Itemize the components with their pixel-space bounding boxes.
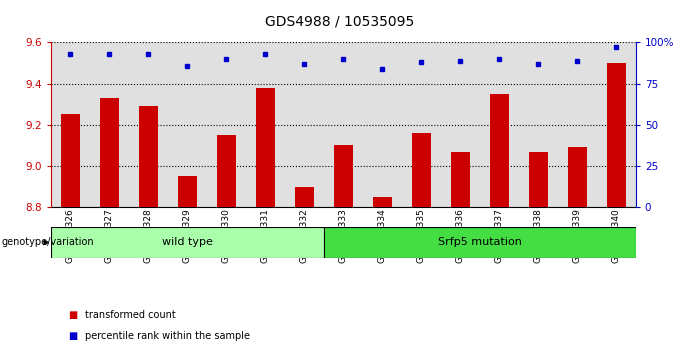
Bar [61, 114, 80, 207]
Text: GDS4988 / 10535095: GDS4988 / 10535095 [265, 14, 415, 28]
Bar [480, 42, 519, 207]
Bar [441, 42, 480, 207]
Bar [90, 42, 129, 207]
Bar [334, 145, 353, 207]
Bar [100, 98, 119, 207]
Text: Srfp5 mutation: Srfp5 mutation [438, 238, 522, 247]
Text: ■: ■ [68, 310, 78, 320]
Bar [285, 42, 324, 207]
Bar [168, 42, 207, 207]
Bar [207, 42, 246, 207]
Text: genotype/variation: genotype/variation [1, 238, 94, 247]
Text: ■: ■ [68, 331, 78, 341]
Bar [246, 42, 285, 207]
Bar [490, 94, 509, 207]
Bar [558, 42, 597, 207]
Bar [51, 227, 324, 258]
Bar [324, 42, 363, 207]
Bar [451, 152, 470, 207]
Bar [402, 42, 441, 207]
Bar [294, 187, 314, 207]
Bar [324, 227, 636, 258]
Bar [217, 135, 236, 207]
Text: transformed count: transformed count [85, 310, 175, 320]
Bar [519, 42, 558, 207]
Bar [528, 152, 548, 207]
Bar [256, 88, 275, 207]
Bar [177, 176, 197, 207]
Bar [607, 63, 626, 207]
Bar [363, 42, 402, 207]
Bar [411, 133, 431, 207]
Text: wild type: wild type [162, 238, 213, 247]
Bar [597, 42, 636, 207]
Bar [568, 147, 587, 207]
Bar [129, 42, 168, 207]
Bar [51, 42, 90, 207]
Bar [373, 197, 392, 207]
Text: percentile rank within the sample: percentile rank within the sample [85, 331, 250, 341]
Bar [139, 106, 158, 207]
